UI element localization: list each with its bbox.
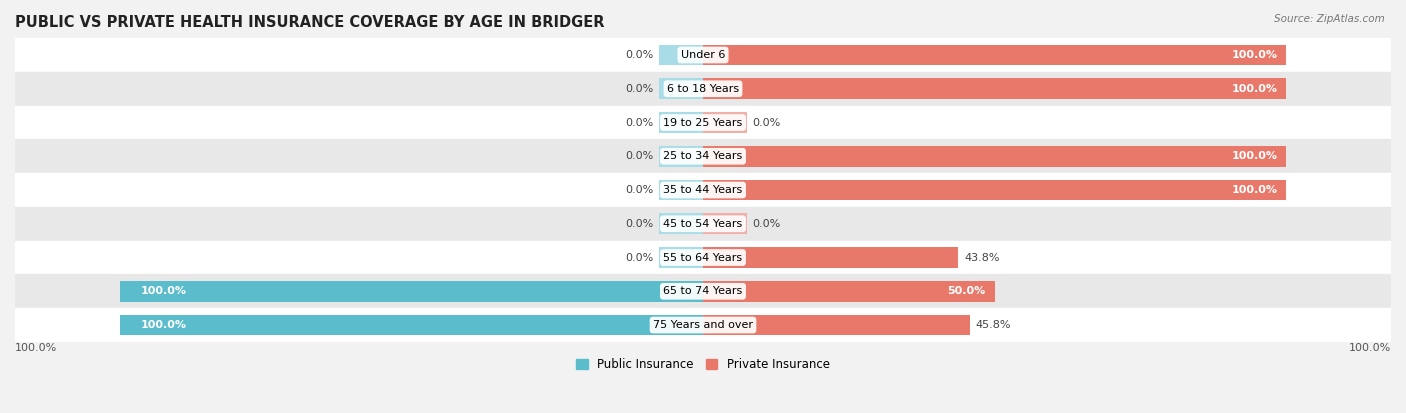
Text: 0.0%: 0.0% <box>626 84 654 94</box>
Text: 100.0%: 100.0% <box>1232 151 1277 161</box>
Text: 100.0%: 100.0% <box>1232 50 1277 60</box>
Bar <box>15 139 1391 173</box>
Text: 65 to 74 Years: 65 to 74 Years <box>664 286 742 296</box>
Bar <box>703 112 747 133</box>
Text: 35 to 44 Years: 35 to 44 Years <box>664 185 742 195</box>
Bar <box>703 146 1286 167</box>
Text: 45.8%: 45.8% <box>976 320 1011 330</box>
Text: 0.0%: 0.0% <box>626 219 654 229</box>
Bar <box>15 106 1391 139</box>
Bar <box>120 315 703 335</box>
Bar <box>659 180 703 200</box>
Text: PUBLIC VS PRIVATE HEALTH INSURANCE COVERAGE BY AGE IN BRIDGER: PUBLIC VS PRIVATE HEALTH INSURANCE COVER… <box>15 15 605 30</box>
Legend: Public Insurance, Private Insurance: Public Insurance, Private Insurance <box>571 353 835 375</box>
Text: 100.0%: 100.0% <box>1348 343 1391 353</box>
Text: 0.0%: 0.0% <box>626 151 654 161</box>
Text: 19 to 25 Years: 19 to 25 Years <box>664 118 742 128</box>
Bar <box>659 45 703 65</box>
Bar <box>15 207 1391 241</box>
Text: 0.0%: 0.0% <box>626 185 654 195</box>
Text: 50.0%: 50.0% <box>948 286 986 296</box>
Text: 45 to 54 Years: 45 to 54 Years <box>664 219 742 229</box>
Bar <box>659 247 703 268</box>
Bar <box>659 213 703 234</box>
Text: Source: ZipAtlas.com: Source: ZipAtlas.com <box>1274 14 1385 24</box>
Text: 100.0%: 100.0% <box>141 320 187 330</box>
Bar <box>703 213 747 234</box>
Text: 100.0%: 100.0% <box>1232 185 1277 195</box>
Text: 100.0%: 100.0% <box>1232 84 1277 94</box>
Bar <box>659 146 703 167</box>
Bar <box>659 112 703 133</box>
Bar <box>703 247 959 268</box>
Bar <box>659 78 703 99</box>
Text: 0.0%: 0.0% <box>626 50 654 60</box>
Bar <box>15 173 1391 207</box>
Text: 0.0%: 0.0% <box>626 118 654 128</box>
Text: 55 to 64 Years: 55 to 64 Years <box>664 252 742 263</box>
Text: Under 6: Under 6 <box>681 50 725 60</box>
Text: 0.0%: 0.0% <box>752 219 780 229</box>
Bar <box>703 315 970 335</box>
Text: 100.0%: 100.0% <box>141 286 187 296</box>
Bar <box>15 38 1391 72</box>
Text: 0.0%: 0.0% <box>626 252 654 263</box>
Bar <box>15 241 1391 274</box>
Text: 6 to 18 Years: 6 to 18 Years <box>666 84 740 94</box>
Bar <box>15 72 1391 106</box>
Bar <box>703 78 1286 99</box>
Bar <box>15 308 1391 342</box>
Bar <box>703 180 1286 200</box>
Bar <box>15 274 1391 308</box>
Text: 75 Years and over: 75 Years and over <box>652 320 754 330</box>
Text: 43.8%: 43.8% <box>965 252 1000 263</box>
Text: 100.0%: 100.0% <box>15 343 58 353</box>
Bar <box>703 281 994 302</box>
Text: 25 to 34 Years: 25 to 34 Years <box>664 151 742 161</box>
Text: 0.0%: 0.0% <box>752 118 780 128</box>
Bar <box>120 281 703 302</box>
Bar <box>703 45 1286 65</box>
